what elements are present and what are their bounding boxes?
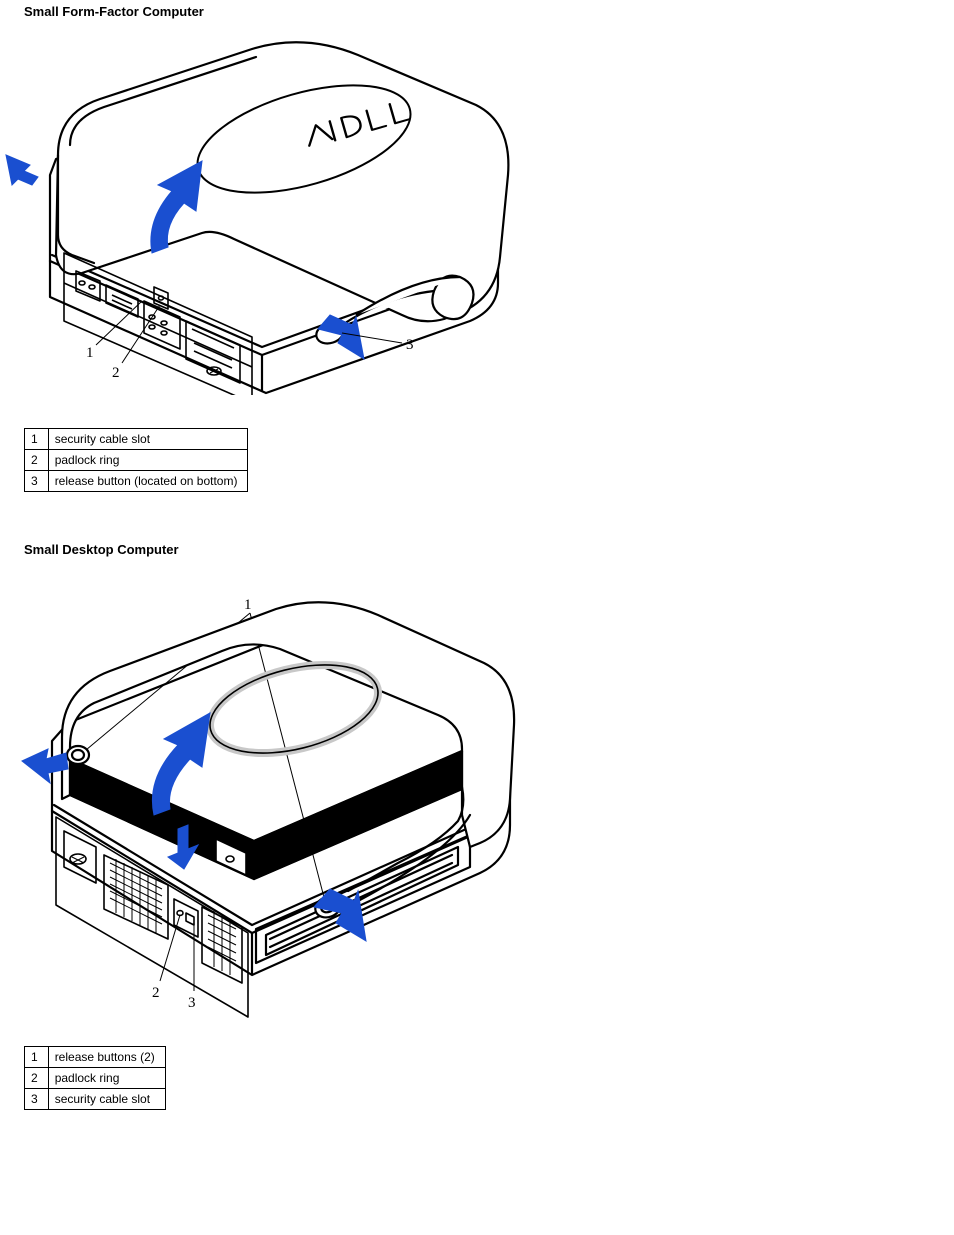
svg-text:2: 2: [152, 985, 160, 1001]
table-row: 2 padlock ring: [25, 1068, 166, 1089]
table-row: 1 security cable slot: [25, 429, 248, 450]
legend-num: 3: [25, 1089, 49, 1110]
section-heading: Small Form-Factor Computer: [0, 0, 954, 25]
table-row: 1 release buttons (2): [25, 1047, 166, 1068]
svg-text:2: 2: [112, 365, 120, 381]
legend-label: security cable slot: [48, 1089, 165, 1110]
legend-label: release buttons (2): [48, 1047, 165, 1068]
svg-text:3: 3: [188, 995, 196, 1011]
legend-label: padlock ring: [48, 450, 248, 471]
legend-label: security cable slot: [48, 429, 248, 450]
legend-num: 1: [25, 429, 49, 450]
legend-num: 3: [25, 471, 49, 492]
legend-num: 2: [25, 450, 49, 471]
svg-text:3: 3: [406, 337, 414, 353]
svg-text:1: 1: [86, 345, 94, 361]
table-row: 3 security cable slot: [25, 1089, 166, 1110]
section-heading: Small Desktop Computer: [0, 538, 954, 563]
legend-num: 2: [25, 1068, 49, 1089]
table-row: 2 padlock ring: [25, 450, 248, 471]
legend-label: release button (located on bottom): [48, 471, 248, 492]
sff-legend-table: 1 security cable slot 2 padlock ring 3 r…: [24, 428, 248, 492]
table-row: 3 release button (located on bottom): [25, 471, 248, 492]
sd-figure: 1: [0, 563, 954, 1036]
sd-legend-table: 1 release buttons (2) 2 padlock ring 3 s…: [24, 1046, 166, 1110]
legend-num: 1: [25, 1047, 49, 1068]
sff-figure: 1 2 3: [0, 25, 954, 398]
legend-label: padlock ring: [48, 1068, 165, 1089]
svg-text:1: 1: [244, 597, 252, 613]
